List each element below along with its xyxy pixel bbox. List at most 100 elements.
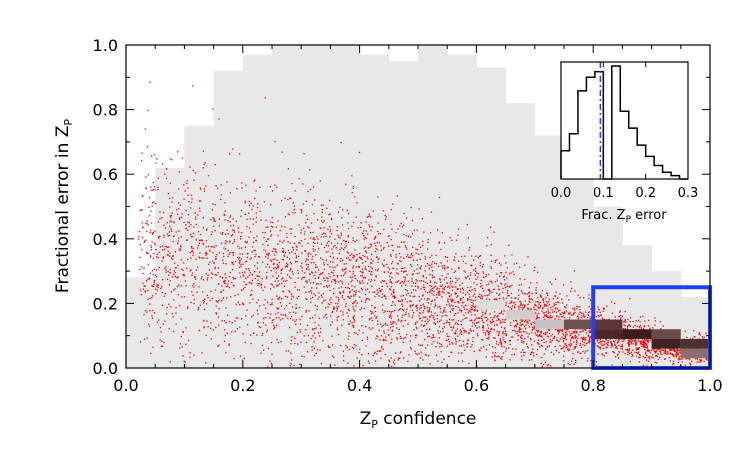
scatter-point	[245, 242, 248, 244]
scatter-point	[428, 268, 430, 270]
scatter-point	[221, 291, 223, 293]
scatter-point	[151, 232, 154, 234]
scatter-point	[186, 239, 188, 241]
scatter-point	[576, 331, 578, 333]
scatter-point	[351, 276, 354, 278]
scatter-point	[396, 268, 398, 270]
scatter-point	[596, 345, 598, 347]
scatter-point	[172, 255, 174, 258]
scatter-point	[344, 240, 346, 243]
scatter-point	[494, 281, 497, 283]
scatter-point	[298, 289, 300, 291]
scatter-point	[190, 236, 192, 238]
scatter-point	[355, 332, 357, 334]
scatter-point	[545, 305, 547, 307]
scatter-point	[270, 269, 272, 272]
scatter-point	[530, 308, 532, 310]
scatter-point	[471, 304, 473, 307]
scatter-point	[303, 335, 305, 337]
scatter-point	[157, 221, 160, 223]
scatter-point	[398, 300, 400, 303]
scatter-point	[474, 267, 477, 270]
scatter-point	[339, 248, 341, 251]
scatter-point	[256, 235, 258, 237]
scatter-point	[477, 335, 479, 337]
scatter-point	[416, 280, 418, 282]
scatter-point	[422, 284, 425, 286]
scatter-point	[167, 270, 169, 273]
scatter-point	[436, 314, 439, 316]
scatter-point	[447, 266, 449, 269]
scatter-point	[542, 306, 544, 308]
scatter-point	[535, 318, 537, 320]
scatter-point	[248, 204, 251, 207]
scatter-point	[230, 296, 232, 298]
scatter-point	[249, 302, 251, 304]
scatter-point	[222, 262, 224, 264]
scatter-point	[192, 236, 194, 238]
scatter-point	[328, 285, 331, 287]
scatter-point	[377, 222, 379, 224]
scatter-point	[189, 356, 191, 358]
scatter-point	[178, 202, 180, 204]
scatter-point	[299, 329, 301, 331]
scatter-point	[447, 273, 449, 275]
scatter-point	[156, 321, 158, 323]
scatter-point	[531, 329, 533, 331]
scatter-point	[404, 314, 406, 316]
scatter-point	[290, 197, 292, 200]
scatter-point	[185, 327, 187, 329]
scatter-point	[252, 298, 254, 300]
scatter-point	[545, 300, 548, 303]
scatter-point	[377, 336, 379, 338]
scatter-point	[418, 296, 420, 298]
scatter-point	[416, 272, 418, 275]
scatter-point	[141, 236, 144, 239]
scatter-point	[162, 257, 164, 260]
scatter-point	[323, 268, 325, 270]
scatter-point	[398, 252, 401, 255]
scatter-point	[654, 361, 656, 363]
scatter-point	[176, 213, 179, 215]
scatter-point	[536, 341, 539, 344]
scatter-point	[246, 241, 249, 243]
scatter-point	[154, 202, 157, 205]
scatter-point	[528, 300, 530, 302]
scatter-point	[144, 291, 146, 293]
scatter-point	[553, 335, 556, 338]
scatter-point	[202, 217, 204, 219]
scatter-point	[238, 153, 241, 155]
scatter-point	[390, 208, 392, 211]
scatter-point	[397, 262, 399, 265]
scatter-point	[582, 314, 585, 316]
scatter-point	[468, 298, 470, 301]
scatter-point	[173, 222, 175, 224]
scatter-point	[200, 239, 203, 241]
scatter-point	[284, 216, 287, 218]
scatter-point	[456, 279, 458, 281]
scatter-point	[464, 349, 466, 351]
scatter-point	[488, 332, 490, 335]
scatter-point	[449, 296, 451, 298]
scatter-point	[426, 299, 428, 301]
scatter-point	[590, 331, 592, 333]
scatter-point	[218, 252, 221, 254]
scatter-point	[280, 341, 282, 343]
scatter-point	[571, 360, 573, 363]
scatter-point	[561, 330, 563, 332]
scatter-point	[273, 286, 275, 288]
scatter-point	[221, 320, 223, 322]
scatter-point	[192, 252, 194, 254]
scatter-point	[480, 347, 482, 349]
scatter-point	[416, 321, 418, 323]
scatter-point	[643, 348, 646, 351]
scatter-point	[463, 331, 465, 333]
scatter-point	[177, 208, 180, 210]
scatter-point	[253, 249, 255, 251]
scatter-point	[467, 312, 470, 314]
scatter-point	[158, 319, 160, 321]
scatter-point	[254, 197, 256, 199]
scatter-point	[234, 260, 237, 263]
scatter-point	[141, 248, 143, 251]
scatter-point	[331, 335, 333, 337]
